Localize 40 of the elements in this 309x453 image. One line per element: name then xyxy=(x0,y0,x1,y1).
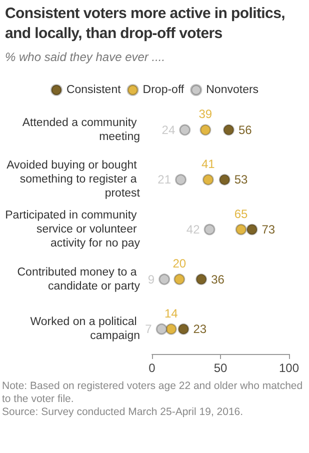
y-tick-label: Participated in community service or volunteer activity for no pay xyxy=(5,210,140,250)
legend-label: Consistent xyxy=(66,84,122,96)
point xyxy=(246,224,258,236)
data-label: 56 xyxy=(238,122,252,137)
source-note: Source: Survey conducted March 25-April 19, 2016. xyxy=(2,406,244,419)
point xyxy=(175,174,187,186)
data-label: 73 xyxy=(262,222,276,236)
point xyxy=(179,124,191,136)
data-label: 14 xyxy=(164,306,178,320)
data-label: 20 xyxy=(172,256,186,271)
y-tick-label: Avoided buying or bought something to register a protest xyxy=(6,160,141,200)
data-label: 23 xyxy=(193,322,207,336)
data-label: 65 xyxy=(234,206,248,221)
legend-label: Drop-off xyxy=(142,84,185,96)
point xyxy=(204,224,216,236)
point xyxy=(235,224,247,236)
y-tick-label: Contributed money to a candidate or party xyxy=(17,266,140,292)
point xyxy=(222,124,234,136)
chart-subtitle: % who said they have ever .... xyxy=(5,50,166,64)
point xyxy=(202,174,214,186)
data-label: 53 xyxy=(234,172,248,187)
text: Note: Based on registered voters age 22 and older who matched to the voter file. xyxy=(2,380,304,406)
chart-title: Consistent voters more active in politics, and locally, than drop-off voters xyxy=(5,4,286,44)
y-tick-label: Attended a community meeting xyxy=(22,116,140,143)
point xyxy=(218,174,230,186)
point xyxy=(174,274,186,286)
data-label: 39 xyxy=(198,107,212,122)
point xyxy=(165,323,177,335)
y-tick-label: Worked on a political campaign xyxy=(30,316,140,342)
legend-label: Nonvoters xyxy=(206,84,259,96)
data-label: 41 xyxy=(201,156,216,171)
data-label: 36 xyxy=(211,272,225,286)
point xyxy=(156,323,168,335)
point xyxy=(196,274,208,286)
x-tick-label: 0 xyxy=(148,361,156,375)
point xyxy=(178,323,190,335)
point xyxy=(158,274,170,286)
x-tick-label: 100 xyxy=(278,361,300,375)
point xyxy=(200,124,212,136)
x-tick-label: 50 xyxy=(214,361,228,375)
